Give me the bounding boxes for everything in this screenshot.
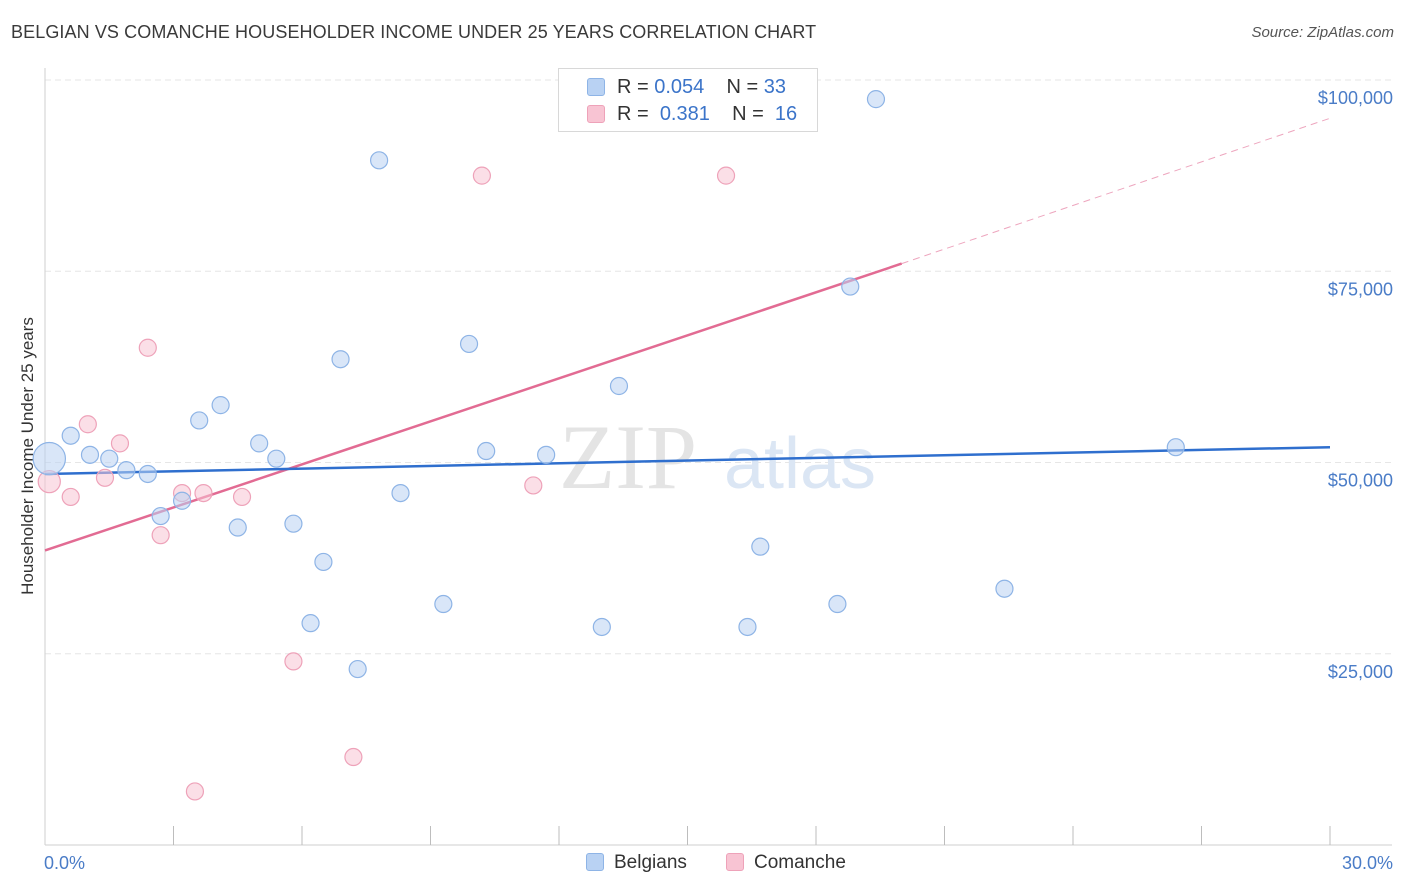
comanche-trend-line (44, 262, 903, 552)
comanche-point (344, 747, 363, 767)
belgians-point (348, 659, 367, 679)
belgians-point (250, 434, 269, 453)
belgians-point (391, 484, 410, 503)
comanche-point (138, 338, 157, 357)
comanche-point (185, 782, 205, 801)
belgians-point (866, 90, 886, 109)
watermark-atlas: atlas (724, 424, 876, 504)
source-credit: Source: ZipAtlas.com (1251, 24, 1394, 41)
comanche-point (78, 415, 97, 434)
belgians-point (228, 518, 247, 537)
correlation-legend: R = 0.054 N = 33 R = 0.381 N = 16 (558, 68, 818, 132)
comanche-point (110, 434, 130, 453)
y-tick-label: $100,000 (1318, 88, 1393, 108)
belgians-point (609, 376, 629, 396)
watermark-zip: ZIP (559, 406, 697, 508)
y-tick-labels: $25,000 $50,000 $75,000 $100,000 (1318, 88, 1393, 682)
belgians-point (100, 449, 119, 468)
belgians-point (284, 514, 303, 533)
comanche-point (284, 652, 303, 671)
belgians-point (61, 426, 80, 445)
comanche-point (151, 526, 170, 545)
x-tick-label: 30.0% (1342, 853, 1393, 873)
legend-item-comanche[interactable]: Comanche (726, 852, 846, 874)
belgians-point (267, 449, 286, 468)
belgians-point (841, 277, 860, 296)
belgians-point (370, 151, 389, 170)
y-tick-label: $50,000 (1328, 471, 1393, 491)
belgians-point (331, 350, 350, 369)
belgians-point (32, 441, 67, 476)
x-tick-label: 0.0% (44, 853, 85, 873)
belgians-point (1166, 438, 1185, 457)
belgians-point (459, 334, 479, 354)
belgians-point (172, 491, 192, 510)
belgians-point (995, 579, 1014, 598)
belgians-trend-line (44, 445, 1331, 476)
legend-label-belgians: Belgians (614, 852, 687, 873)
y-tick-label: $25,000 (1328, 662, 1393, 682)
belgians-point (751, 537, 770, 556)
comanche-point (716, 166, 736, 185)
r-value: 0.381 (659, 103, 710, 125)
n-label: N = (726, 76, 759, 98)
belgians-point (477, 441, 496, 461)
belgians-point (211, 396, 230, 415)
data-points (32, 90, 1185, 801)
belgians-point (301, 614, 320, 633)
legend-item-belgians[interactable]: Belgians (586, 852, 687, 874)
belgians-point (738, 617, 757, 637)
belgians-swatch (587, 78, 605, 96)
chart-title: BELGIAN VS COMANCHE HOUSEHOLDER INCOME U… (11, 22, 817, 42)
belgians-point (117, 461, 136, 480)
y-tick-label: $75,000 (1328, 279, 1393, 299)
belgians-point (314, 552, 333, 572)
belgians-point (434, 594, 453, 614)
comanche-point (524, 476, 543, 495)
zipatlas-watermark: ZIP atlas (559, 406, 876, 508)
comanche-legend-swatch (726, 853, 744, 871)
axes (44, 68, 1392, 846)
belgians-point (138, 464, 157, 484)
belgians-point (190, 411, 209, 430)
r-label: R = (617, 76, 649, 98)
comanche-swatch (587, 105, 605, 123)
belgians-point (151, 506, 170, 526)
n-value: 16 (774, 103, 798, 125)
n-value: 33 (763, 76, 787, 98)
r-value: 0.054 (654, 76, 705, 98)
n-label: N = (732, 103, 764, 125)
legend-label-comanche: Comanche (754, 852, 846, 873)
r-label: R = (617, 103, 649, 125)
comanche-trend-extension (901, 117, 1331, 265)
comanche-point (95, 468, 115, 487)
belgians-point (592, 617, 611, 637)
belgians-point (537, 445, 556, 464)
x-tick-labels: 0.0% 30.0% (44, 853, 1393, 873)
belgians-point (828, 594, 847, 614)
comanche-point (194, 484, 213, 503)
comanche-point (232, 487, 252, 507)
belgians-point (80, 445, 100, 464)
comanche-point (472, 166, 491, 185)
belgians-legend-swatch (586, 853, 604, 871)
comanche-point (61, 487, 80, 507)
